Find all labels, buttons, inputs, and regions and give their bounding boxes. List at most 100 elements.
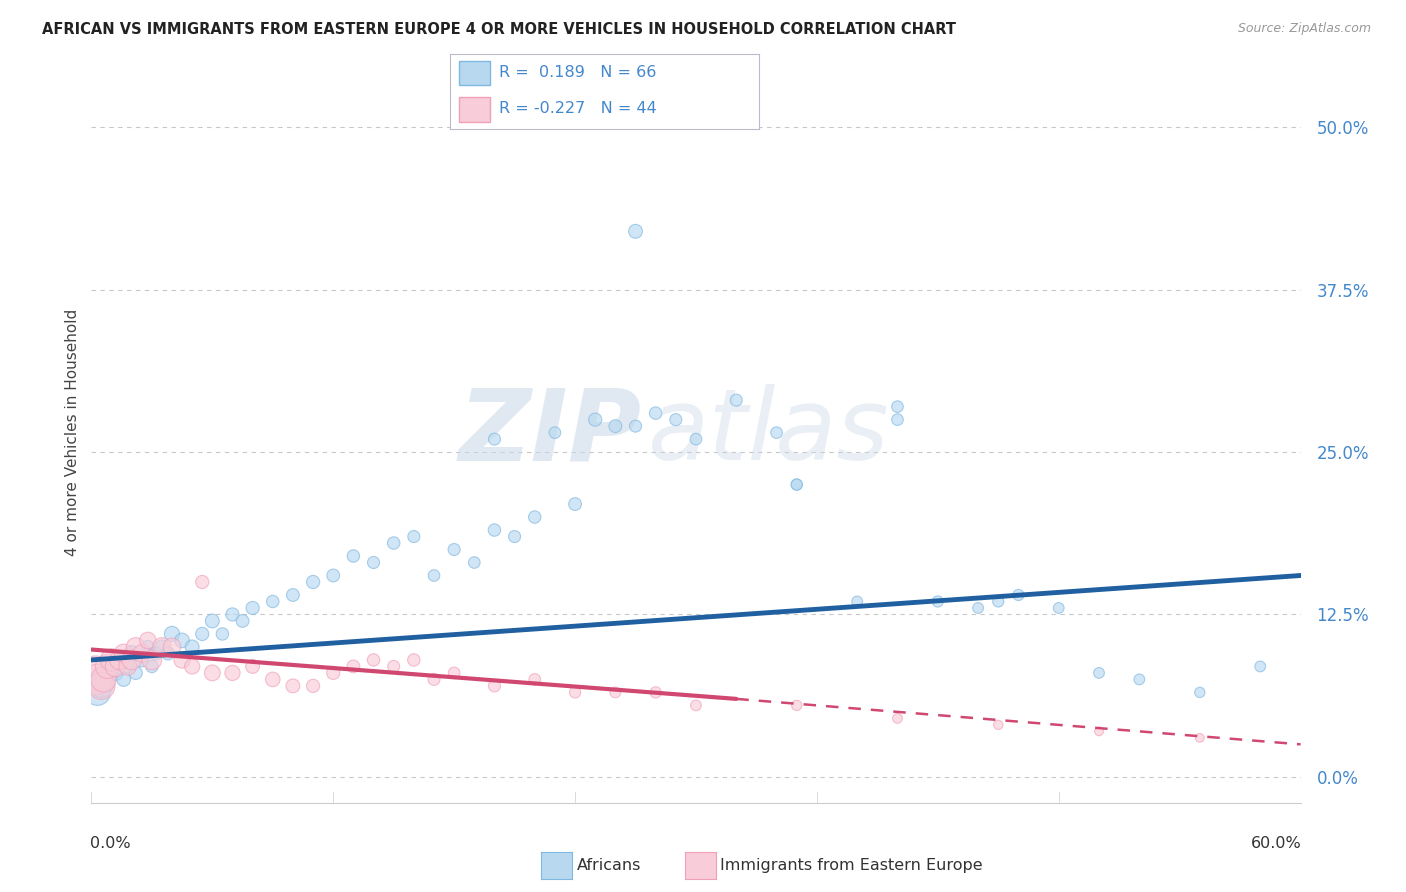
Point — [624, 419, 647, 434]
Point — [231, 614, 253, 628]
Point — [160, 627, 183, 641]
Point — [605, 419, 627, 434]
Point — [86, 685, 108, 699]
Point — [104, 665, 127, 680]
Text: AFRICAN VS IMMIGRANTS FROM EASTERN EUROPE 4 OR MORE VEHICLES IN HOUSEHOLD CORREL: AFRICAN VS IMMIGRANTS FROM EASTERN EUROP… — [42, 22, 956, 37]
Point — [363, 556, 385, 570]
Point — [423, 568, 446, 582]
Point — [136, 640, 159, 654]
Point — [96, 665, 118, 680]
Point — [145, 647, 167, 661]
Point — [136, 633, 159, 648]
Point — [141, 653, 163, 667]
Point — [583, 412, 606, 426]
Point — [181, 640, 204, 654]
Point — [564, 497, 586, 511]
Point — [605, 685, 627, 699]
Point — [644, 406, 666, 420]
Point — [382, 536, 405, 550]
Point — [117, 659, 139, 673]
Point — [86, 673, 108, 687]
Point — [987, 718, 1010, 732]
Point — [402, 653, 425, 667]
Point — [104, 659, 127, 673]
Point — [564, 685, 586, 699]
FancyBboxPatch shape — [460, 62, 491, 86]
Point — [100, 659, 122, 673]
Point — [484, 679, 506, 693]
Point — [523, 510, 546, 524]
Point — [131, 653, 153, 667]
Point — [322, 568, 344, 582]
Point — [281, 679, 304, 693]
Point — [211, 627, 233, 641]
Point — [786, 477, 808, 491]
FancyBboxPatch shape — [460, 97, 491, 122]
Point — [93, 673, 115, 687]
Point — [1047, 601, 1070, 615]
Point — [108, 653, 131, 667]
Point — [84, 665, 107, 680]
Point — [484, 432, 506, 446]
Point — [100, 653, 122, 667]
Point — [544, 425, 567, 440]
Point — [443, 665, 465, 680]
Point — [302, 574, 325, 589]
Point — [786, 477, 808, 491]
Point — [342, 549, 364, 563]
Point — [846, 594, 869, 608]
Point — [725, 393, 748, 408]
Point — [201, 614, 224, 628]
Point — [1128, 673, 1150, 687]
Point — [242, 659, 264, 673]
Point — [523, 673, 546, 687]
Point — [150, 640, 173, 654]
Point — [172, 653, 194, 667]
Point — [242, 601, 264, 615]
Point — [302, 679, 325, 693]
Text: Immigrants from Eastern Europe: Immigrants from Eastern Europe — [720, 858, 983, 872]
Point — [191, 627, 214, 641]
Point — [121, 653, 143, 667]
Point — [463, 556, 485, 570]
Text: 0.0%: 0.0% — [90, 836, 131, 851]
Point — [1249, 659, 1271, 673]
Point — [108, 653, 131, 667]
Point — [322, 665, 344, 680]
Point — [90, 679, 112, 693]
Point — [125, 640, 148, 654]
Point — [443, 542, 465, 557]
Point — [181, 659, 204, 673]
Y-axis label: 4 or more Vehicles in Household: 4 or more Vehicles in Household — [65, 309, 80, 557]
Point — [685, 432, 707, 446]
Point — [886, 412, 908, 426]
Point — [94, 673, 117, 687]
Text: R = -0.227   N = 44: R = -0.227 N = 44 — [499, 101, 657, 116]
Text: Africans: Africans — [576, 858, 641, 872]
Point — [90, 679, 112, 693]
Text: R =  0.189   N = 66: R = 0.189 N = 66 — [499, 65, 657, 80]
Point — [96, 659, 118, 673]
Point — [125, 665, 148, 680]
Point — [221, 607, 243, 622]
Text: 60.0%: 60.0% — [1251, 836, 1302, 851]
Point — [786, 698, 808, 713]
Point — [262, 594, 284, 608]
Point — [201, 665, 224, 680]
Point — [1088, 665, 1111, 680]
Point — [886, 711, 908, 725]
Point — [112, 647, 135, 661]
Point — [156, 647, 179, 661]
Point — [423, 673, 446, 687]
Point — [886, 400, 908, 414]
Point — [172, 633, 194, 648]
Point — [112, 673, 135, 687]
Point — [382, 659, 405, 673]
Point — [141, 659, 163, 673]
Point — [624, 224, 647, 238]
Point — [967, 601, 990, 615]
Point — [1088, 724, 1111, 739]
Point — [262, 673, 284, 687]
Text: ZIP: ZIP — [458, 384, 641, 481]
Point — [150, 640, 173, 654]
